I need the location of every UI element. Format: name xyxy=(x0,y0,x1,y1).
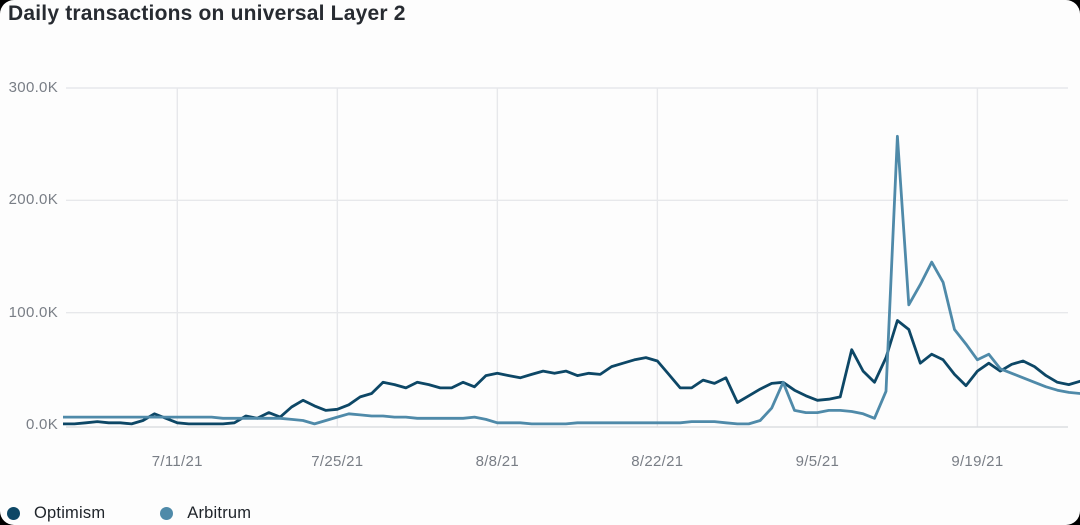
series-line-arbitrum xyxy=(63,134,1080,426)
legend-label-arbitrum: Arbitrum xyxy=(187,504,252,522)
arbitrum-series-dot-icon xyxy=(160,507,174,520)
x-tick-label: 8/22/21 xyxy=(631,453,684,470)
x-tick-label: 7/11/21 xyxy=(151,453,203,470)
x-tick-label: 7/25/21 xyxy=(311,453,364,470)
x-tick-label: 9/5/21 xyxy=(795,453,840,470)
legend-item-optimism: Optimism xyxy=(7,504,105,523)
y-tick-label: 100.0K xyxy=(8,303,58,321)
optimism-series-dot-icon xyxy=(7,507,20,520)
y-tick-label: 0.0K xyxy=(25,416,58,433)
series-lines xyxy=(63,134,1080,426)
chart-legend: Optimism Arbitrum xyxy=(7,504,251,523)
y-tick-label: 200.0K xyxy=(8,191,58,209)
chart-title: Daily transactions on universal Layer 2 xyxy=(8,2,406,25)
x-tick-label: 8/8/21 xyxy=(475,453,520,470)
series-line-optimism xyxy=(63,319,1080,426)
x-tick-label: 9/19/21 xyxy=(951,453,1004,470)
legend-label-optimism: Optimism xyxy=(34,504,106,522)
legend-item-arbitrum: Arbitrum xyxy=(160,504,251,523)
y-tick-label: 300.0K xyxy=(8,79,58,96)
grid-lines xyxy=(66,87,1068,428)
